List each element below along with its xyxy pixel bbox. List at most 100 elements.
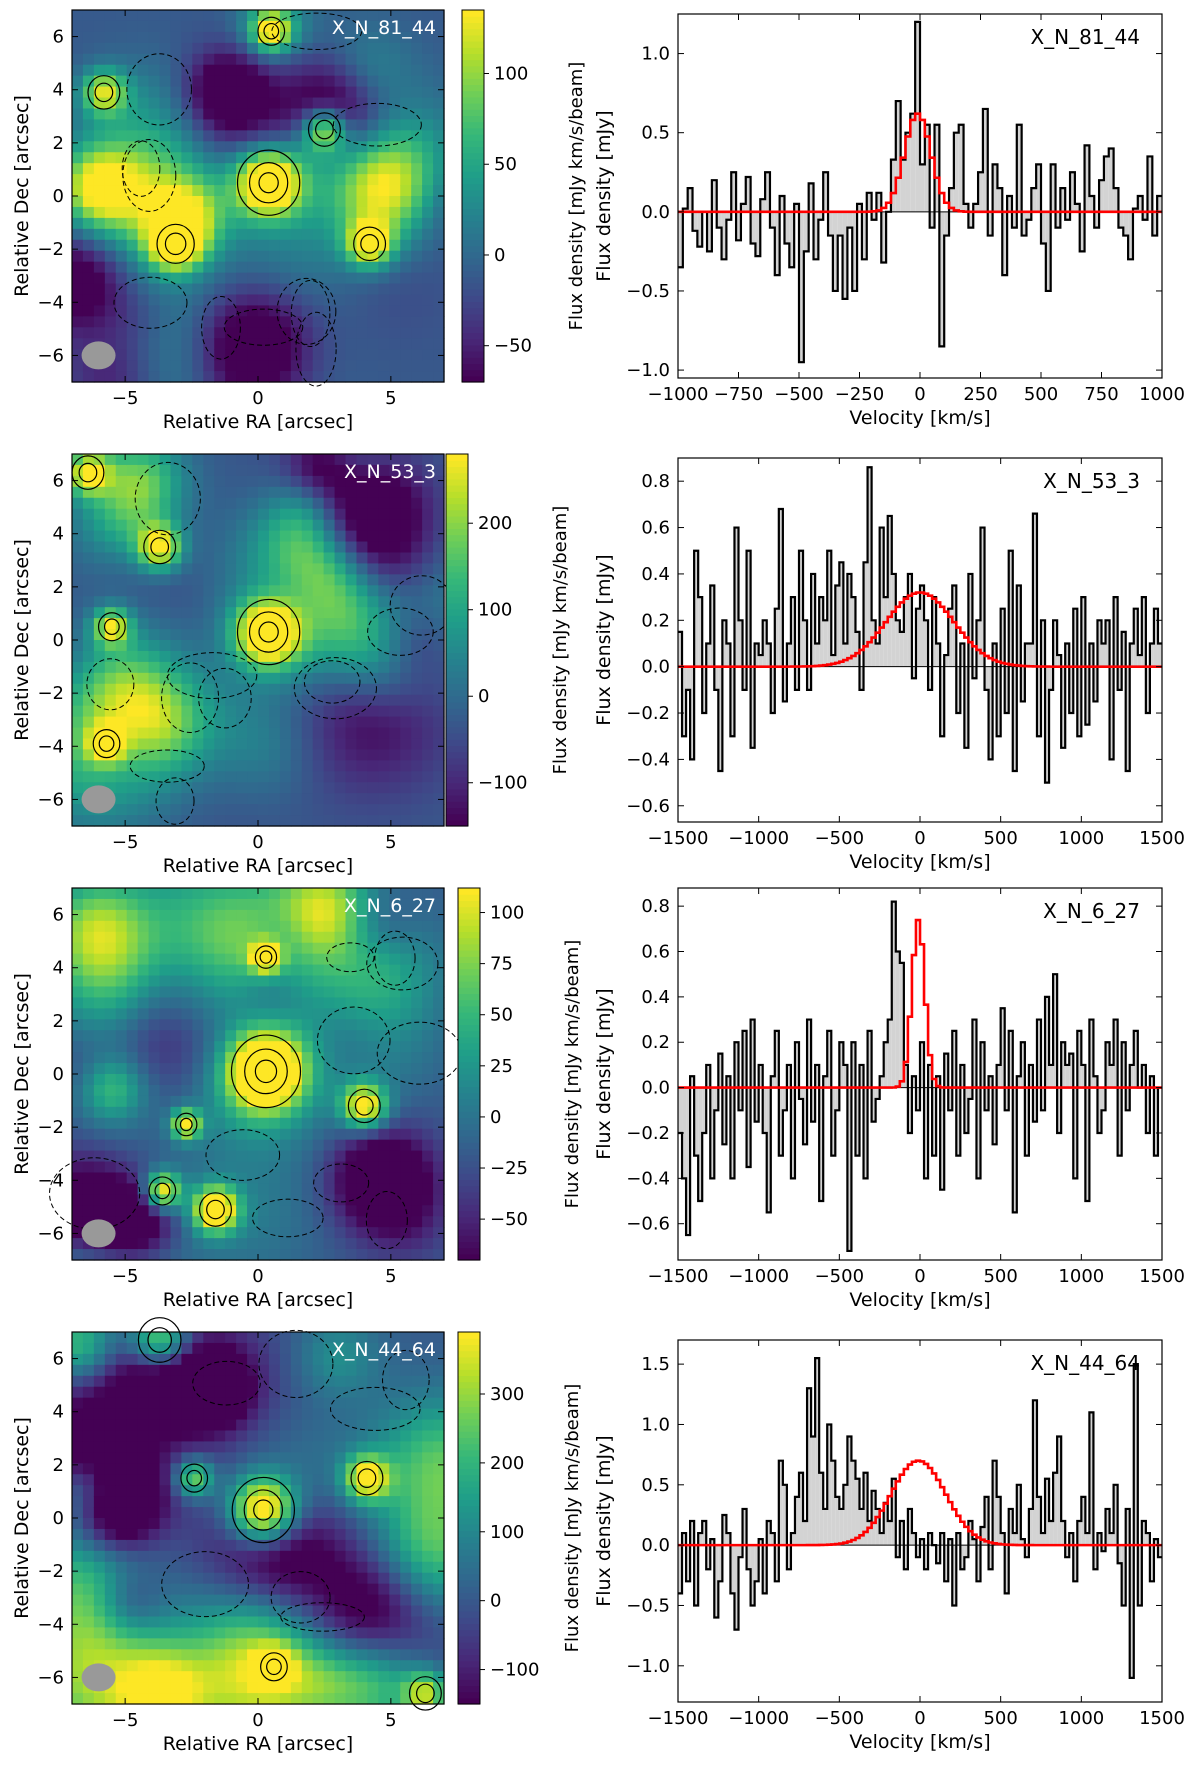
map-y-axis-label: Relative Dec [arcsec] [11, 973, 33, 1175]
spectrum-bin [710, 1539, 715, 1546]
source-contour [137, 1317, 182, 1363]
spectrum-bin [1057, 1087, 1062, 1133]
spectrum-bin [758, 1539, 763, 1546]
spectrum-bin [686, 1087, 691, 1236]
spectrum-bin [722, 620, 727, 667]
spectrum-bin [1101, 1545, 1106, 1552]
spectrum-bin [1016, 1076, 1021, 1088]
spectrum-bin [698, 597, 703, 667]
spectrum-bin [871, 1087, 876, 1122]
colorbar-label: Flux density [mJy km/s/beam] [550, 506, 571, 775]
y-tick-label: −4 [37, 736, 64, 757]
colorbar-label: Flux density [mJy km/s/beam] [566, 62, 587, 331]
spectrum-bin [1026, 211, 1032, 220]
spectrum-bin [1049, 1521, 1054, 1546]
x-tick-label: −750 [714, 384, 763, 405]
spectrum-bin [924, 1545, 929, 1570]
colorbar-label: Flux density [mJy km/s/beam] [562, 940, 583, 1209]
spectrum-bin [738, 1087, 743, 1111]
spectrum-bin [1032, 1087, 1037, 1122]
spectrum-bin [726, 211, 732, 220]
spectrum-bin [1061, 1521, 1066, 1546]
spectrum-bin [1069, 1533, 1074, 1546]
y-tick-label: −0.4 [626, 1168, 670, 1189]
spectrum-bin [1028, 1508, 1033, 1546]
spectrum-bin [1081, 1496, 1086, 1546]
spectrum-bin [754, 643, 759, 667]
spectrum-bin [758, 655, 763, 667]
spectrum-title: X_N_44_64 [1030, 1351, 1140, 1375]
spectrum-bin [1141, 1064, 1146, 1088]
negative-contour [382, 1349, 430, 1411]
spectrum-bin [934, 124, 940, 212]
spectrum-bin [1113, 188, 1119, 212]
spectrum-bin [803, 211, 809, 252]
spectrum-bin [1024, 1545, 1029, 1558]
spectrum-bin [1065, 1064, 1070, 1088]
spectrum-bin [875, 643, 880, 667]
y-tick-label: 1.0 [641, 44, 670, 65]
source-contour [103, 618, 120, 636]
spectrum-bin [766, 1521, 771, 1546]
spectrum-y-axis-label: Flux density [mJy] [593, 1435, 615, 1606]
spectrum-bin [758, 1064, 763, 1088]
spectrum-bin [839, 1042, 844, 1088]
spectrum-bin [1157, 643, 1162, 667]
spectrum-bin [1121, 1042, 1126, 1088]
spectrum-bin [956, 666, 961, 714]
colorbar-tick-label: −100 [490, 1660, 539, 1681]
spectrum-bin [1045, 211, 1051, 291]
negative-contour [332, 102, 422, 147]
spectrum-bin [794, 203, 799, 212]
spectrum-bin [972, 666, 977, 679]
spectrum-bin [924, 124, 930, 212]
x-tick-label: 500 [983, 1266, 1017, 1287]
spectrum-bin [843, 1484, 848, 1546]
spectrum-bin [807, 666, 812, 690]
y-tick-label: 4 [53, 1402, 64, 1423]
x-tick-label: 1500 [1139, 828, 1185, 849]
spectrum-bin [1032, 1400, 1037, 1546]
spectrum-bin [863, 1472, 868, 1546]
spectrum-bin [742, 666, 747, 690]
spectrum-bin [690, 1521, 695, 1546]
spectrum-bin [1081, 597, 1086, 667]
spectrum-bin [1050, 164, 1056, 212]
spectrum-bin [1129, 1064, 1134, 1088]
negative-contour [303, 660, 361, 704]
y-tick-label: 6 [53, 471, 64, 492]
x-tick-label: 0 [914, 1708, 925, 1729]
spectrum-bin [710, 585, 715, 667]
spectrum-bin [851, 597, 856, 667]
source-contour [258, 621, 279, 643]
y-tick-label: 4 [53, 958, 64, 979]
colorbar: −100 0 100 200 300 Flux density [mJy km/s/bea… [457, 1331, 583, 1705]
spectrum-bin [721, 211, 727, 260]
y-tick-label: 4 [53, 524, 64, 545]
source-contour [97, 612, 126, 642]
colorbar-tick-label: 0 [494, 245, 505, 266]
spectrum-bin [867, 1030, 872, 1088]
beam-ellipse [81, 341, 116, 370]
spectrum-bin [915, 21, 920, 212]
map-title: X_N_44_64 [332, 1339, 436, 1361]
negative-contour [129, 749, 205, 783]
spectrum-bin [815, 643, 820, 667]
spectrum-bin [762, 1087, 767, 1133]
spectrum-bin [992, 1460, 997, 1546]
negative-contour [270, 1571, 331, 1624]
spectrum-bin [714, 1087, 719, 1111]
spectrum-bin [1117, 1545, 1122, 1564]
y-tick-label: −0.5 [626, 1595, 670, 1616]
spectrum-bin [714, 1545, 719, 1618]
x-tick-label: 250 [963, 384, 997, 405]
map-x-axis-label: Relative RA [arcsec] [163, 411, 353, 433]
spectrum-bin [790, 1087, 795, 1179]
map-y-axis-label: Relative Dec [arcsec] [11, 95, 33, 297]
y-tick-label: 0.5 [641, 1475, 670, 1496]
negative-contour [258, 1329, 334, 1399]
negative-contour [126, 53, 192, 126]
x-tick-label: 0 [252, 388, 263, 409]
spectrum-panel-X_N_44_64: −1500 −1000 −500 0 500 1000 1500 −1.0 −0.5 0.0 0.5… [593, 1339, 1185, 1753]
x-tick-label: −500 [774, 384, 823, 405]
